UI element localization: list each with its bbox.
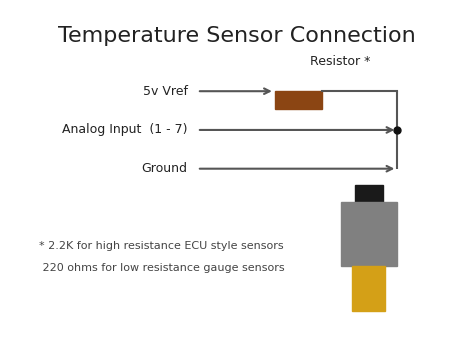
Text: Temperature Sensor Connection: Temperature Sensor Connection: [58, 26, 416, 46]
Text: Ground: Ground: [142, 162, 188, 175]
Text: 5v Vref: 5v Vref: [143, 85, 188, 98]
Text: * 2.2K for high resistance ECU style sensors: * 2.2K for high resistance ECU style sen…: [39, 241, 284, 251]
Bar: [355, 185, 383, 202]
Bar: [341, 202, 397, 266]
Bar: [275, 91, 322, 109]
Bar: [353, 266, 385, 311]
Text: 220 ohms for low resistance gauge sensors: 220 ohms for low resistance gauge sensor…: [39, 263, 285, 273]
Text: Analog Input  (1 - 7): Analog Input (1 - 7): [62, 124, 188, 136]
Text: Resistor *: Resistor *: [310, 55, 370, 68]
